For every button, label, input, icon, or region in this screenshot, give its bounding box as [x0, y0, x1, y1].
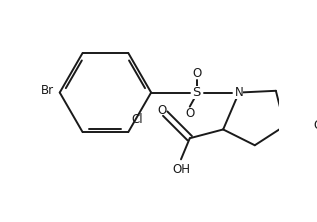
- Text: O: O: [192, 67, 201, 80]
- Text: Br: Br: [41, 84, 55, 97]
- Text: N: N: [235, 86, 243, 99]
- Text: Cl: Cl: [132, 113, 143, 126]
- Text: OH: OH: [172, 163, 190, 176]
- Text: S: S: [193, 86, 201, 99]
- Text: O: O: [314, 119, 317, 133]
- Text: O: O: [157, 104, 166, 117]
- Text: O: O: [185, 107, 194, 120]
